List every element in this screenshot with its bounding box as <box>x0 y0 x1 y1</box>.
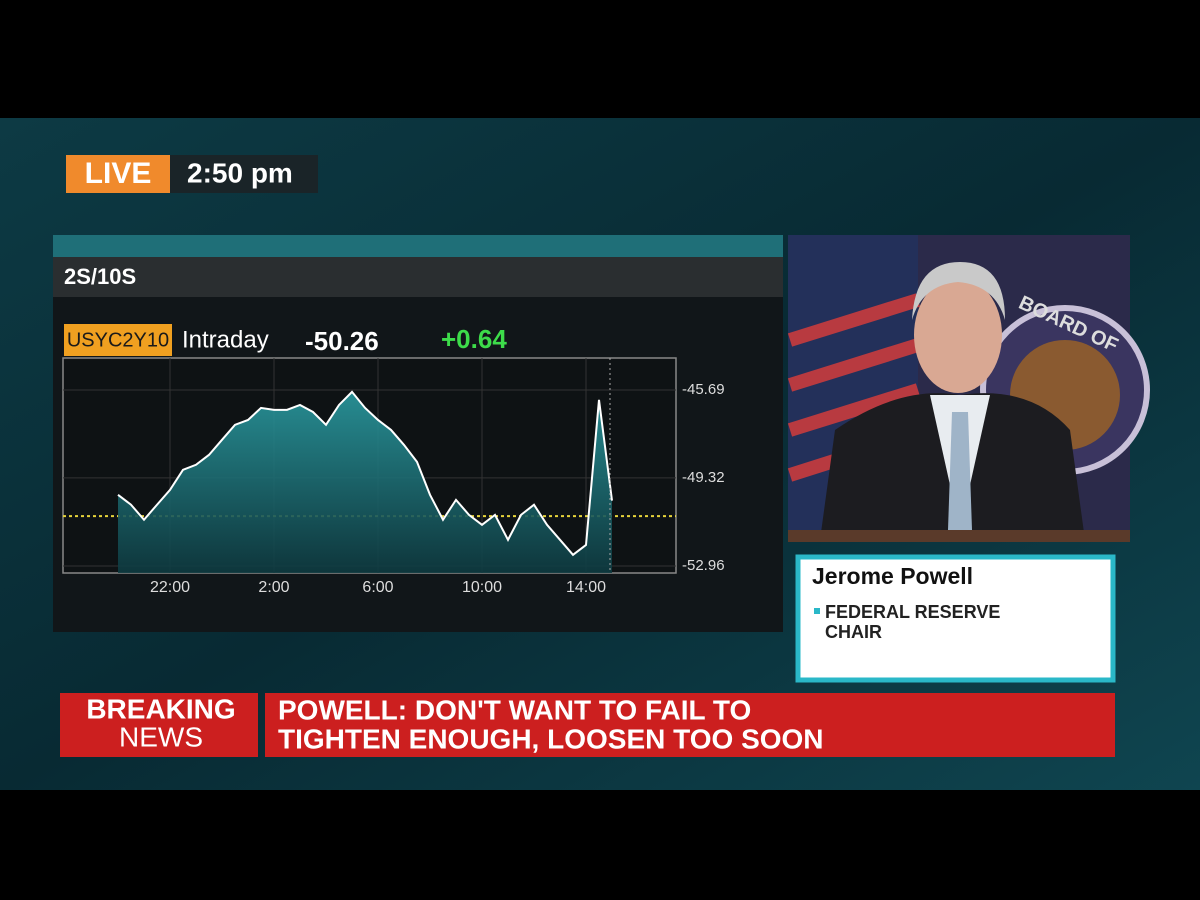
y-tick-label: -45.69 <box>682 381 725 398</box>
hair <box>912 262 1005 320</box>
bullet <box>814 608 820 614</box>
headline-box <box>265 693 1115 757</box>
breaking-label-box <box>60 693 258 757</box>
time-box <box>170 155 318 193</box>
y-tick-label: -49.32 <box>682 469 725 486</box>
area <box>118 391 612 573</box>
plot: -45.69 -49.32 -52.96 22:00 2:00 6:00 10:00 14:0… <box>63 358 725 596</box>
ticker-tag <box>64 324 172 356</box>
y-tick-label: -52.96 <box>682 557 725 574</box>
ticker: USYC2Y10 <box>67 329 169 351</box>
period: Intraday <box>182 326 269 353</box>
x-tick-label: 6:00 <box>362 579 393 596</box>
speaker-photo: BOARD OF <box>787 235 1150 542</box>
breaking-label: BREAKING <box>86 693 235 724</box>
chart-header <box>53 257 783 297</box>
chart-title: 2S/10S <box>64 264 136 289</box>
x-tick-label: 2:00 <box>258 579 289 596</box>
headline: TIGHTEN ENOUGH, LOOSEN TOO SOON <box>278 723 824 754</box>
time-text: 2:50 pm <box>187 157 293 188</box>
name-card <box>795 554 1116 683</box>
panel-stripe <box>53 235 783 257</box>
change-value: +0.64 <box>441 324 507 354</box>
line <box>117 390 613 557</box>
live-badge <box>66 155 170 193</box>
speaker-role: FEDERAL RESERVE <box>825 602 1000 622</box>
speaker-role: CHAIR <box>825 622 882 642</box>
face <box>914 277 1002 393</box>
last-value: -50.26 <box>305 326 379 356</box>
tie <box>948 412 972 530</box>
x-tick-label: 14:00 <box>566 579 606 596</box>
podium <box>788 530 1130 542</box>
live-text: LIVE <box>85 157 152 190</box>
breaking-label: NEWS <box>119 721 203 752</box>
speaker-name: Jerome Powell <box>812 563 973 589</box>
x-tick-label: 10:00 <box>462 579 502 596</box>
x-tick-label: 22:00 <box>150 579 190 596</box>
headline: POWELL: DON'T WANT TO FAIL TO <box>278 694 751 725</box>
